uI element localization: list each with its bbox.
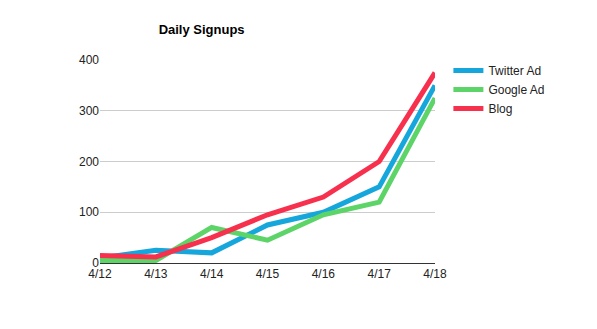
svg-text:4/12: 4/12 [88,267,112,281]
svg-text:Blog: Blog [488,102,512,116]
svg-text:200: 200 [79,155,99,169]
svg-text:Twitter Ad: Twitter Ad [488,64,541,78]
svg-text:4/17: 4/17 [367,267,391,281]
svg-text:300: 300 [79,104,99,118]
svg-text:4/16: 4/16 [312,267,336,281]
svg-text:4/15: 4/15 [256,267,280,281]
svg-text:4/13: 4/13 [144,267,168,281]
svg-text:0: 0 [92,256,99,270]
svg-text:400: 400 [79,53,99,67]
svg-text:100: 100 [79,205,99,219]
svg-text:Daily Signups: Daily Signups [159,22,245,37]
svg-text:4/14: 4/14 [200,267,224,281]
svg-text:4/18: 4/18 [423,267,447,281]
svg-text:Google Ad: Google Ad [488,83,544,97]
